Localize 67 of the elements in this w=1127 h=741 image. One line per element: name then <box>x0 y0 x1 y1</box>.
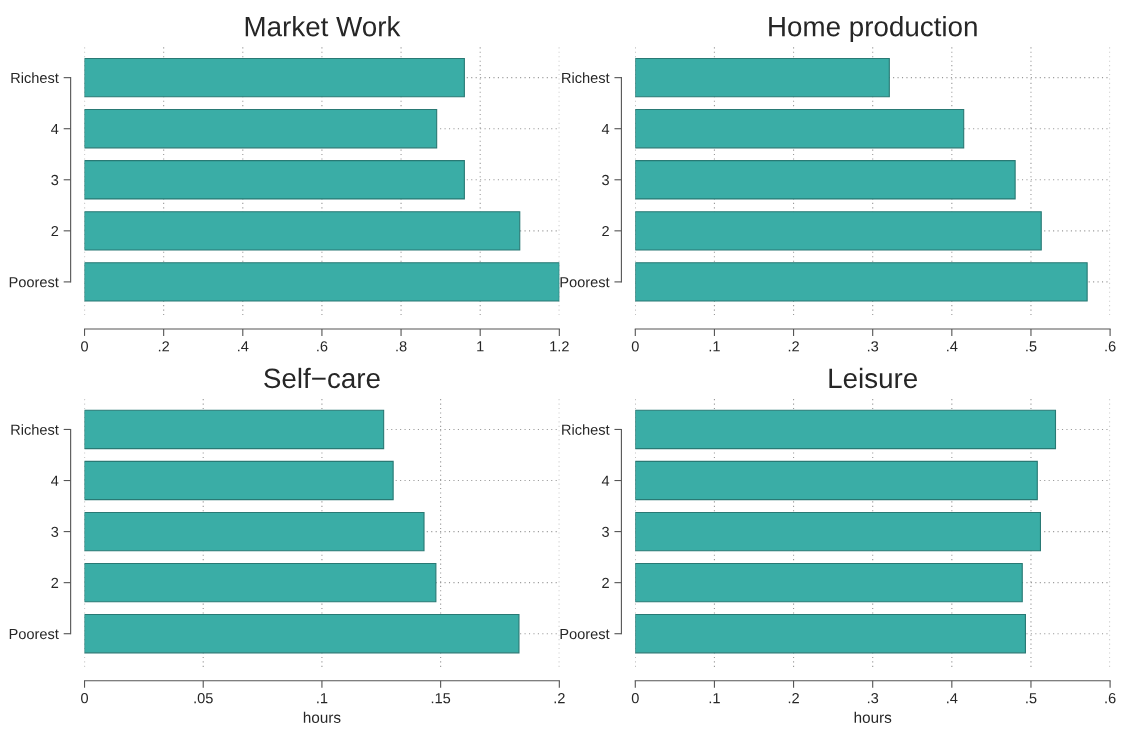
x-axis-title: hours <box>854 711 892 723</box>
y-tick-label: Poorest <box>560 628 610 640</box>
y-tick-label: 3 <box>602 174 609 186</box>
y-tick-label: 4 <box>51 123 59 134</box>
y-tick-label: 4 <box>601 475 610 486</box>
x-tick-label: .15 <box>431 693 451 704</box>
chart-title: Leisure <box>829 367 918 389</box>
bar <box>635 109 965 149</box>
chart-title: Market Work <box>245 16 401 37</box>
x-tick-label: 1.2 <box>550 341 569 352</box>
x-tick-label: .3 <box>867 341 879 352</box>
chart-title: Self−care <box>264 367 380 389</box>
x-axis-title: hours <box>303 711 341 723</box>
y-tick-label: 2 <box>51 577 59 588</box>
y-tick-label: 3 <box>51 526 59 538</box>
y-tick-label: Richest <box>11 424 59 435</box>
x-tick-label: .6 <box>317 341 328 352</box>
y-tick-label: Richest <box>11 72 59 84</box>
x-tick-label: .4 <box>947 693 958 704</box>
x-tick-label: 0 <box>631 341 639 352</box>
bar <box>84 460 394 501</box>
bar <box>635 211 1042 251</box>
x-tick-label: 0 <box>631 692 639 704</box>
x-tick-label: .2 <box>554 692 565 704</box>
x-tick-label: .1 <box>709 341 720 352</box>
bar <box>84 109 438 149</box>
bar <box>84 614 520 654</box>
x-tick-label: .2 <box>158 341 170 352</box>
bar <box>635 262 1088 302</box>
bar <box>635 160 1016 200</box>
x-tick-label: 0 <box>81 341 89 352</box>
x-tick-label: .6 <box>1105 692 1116 704</box>
x-tick-label: .1 <box>709 693 720 704</box>
bar <box>84 562 437 603</box>
bar <box>84 57 465 98</box>
x-tick-label: .5 <box>1026 693 1037 704</box>
x-tick-label: .2 <box>788 692 799 704</box>
y-tick-label: 3 <box>51 174 59 186</box>
x-tick-label: .8 <box>396 341 407 352</box>
x-tick-label: 0 <box>81 692 89 704</box>
y-tick-label: 4 <box>51 475 59 486</box>
y-tick-label: 2 <box>51 225 59 237</box>
x-tick-label: 1 <box>477 341 484 352</box>
bar <box>84 211 521 251</box>
y-tick-label: Poorest <box>560 277 610 288</box>
y-tick-label: Poorest <box>9 277 59 288</box>
x-tick-label: .4 <box>947 341 958 352</box>
bar <box>84 409 385 450</box>
y-tick-label: 2 <box>602 225 609 237</box>
bar <box>84 160 465 200</box>
y-tick-label: Richest <box>562 72 610 84</box>
y-tick-label: Poorest <box>9 628 59 640</box>
bar <box>84 511 425 552</box>
y-tick-label: 3 <box>602 526 609 538</box>
x-tick-label: .2 <box>788 341 799 352</box>
x-tick-label: .1 <box>317 693 328 704</box>
x-tick-label: .3 <box>867 692 879 704</box>
y-tick-label: 2 <box>602 577 609 588</box>
bar <box>84 262 560 302</box>
chart-title: Home production <box>769 16 977 42</box>
y-tick-label: Richest <box>562 424 610 435</box>
x-tick-label: .4 <box>238 341 249 352</box>
x-tick-label: .5 <box>1026 341 1037 352</box>
y-tick-label: 4 <box>601 123 610 134</box>
x-tick-label: .6 <box>1105 341 1116 352</box>
x-tick-label: .05 <box>194 692 213 704</box>
bar <box>635 57 890 98</box>
